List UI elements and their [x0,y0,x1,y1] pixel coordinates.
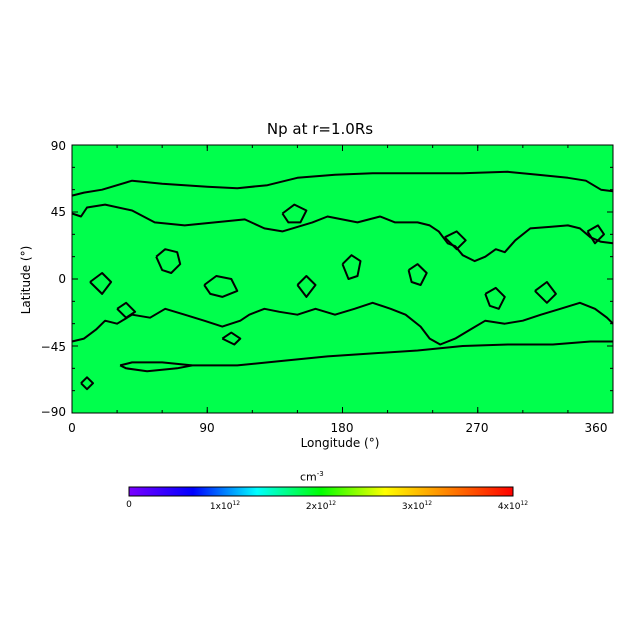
colorbar-tick-label: 0 [126,500,132,510]
x-tick-label: 360 [584,421,608,435]
x-tick-label: 270 [465,421,489,435]
contour-line [341,254,362,280]
contour-line [203,275,239,298]
x-tick-label: 0 [68,421,76,435]
contour-line [119,340,613,367]
contour-line [407,263,428,286]
contour-line [71,301,614,346]
contour-line [281,203,308,224]
y-tick-label: −45 [40,340,66,354]
density-field [72,145,613,413]
y-axis-label: Latitude (°) [19,245,33,315]
contour-line [484,286,506,310]
contour-line [586,224,605,245]
y-tick-label: 90 [50,139,66,153]
contour-line [89,272,113,295]
contour-line [296,275,317,298]
chart-title: Np at r=1.0Rs [266,120,374,138]
contour-line [71,203,614,263]
contour-line [71,170,614,197]
colorbar-tick-label: 2x1012 [305,500,337,512]
y-tick-label: −90 [40,405,66,419]
colorbar [129,487,513,496]
x-tick-label: 90 [199,421,215,435]
contour-line [534,281,557,304]
contour-lines [71,170,614,391]
colorbar-title: cm-3 [300,470,324,484]
contour-line [119,364,193,373]
contour-line [155,248,182,274]
contour-line [80,376,94,391]
contour-line [443,230,467,251]
colorbar-tick-label: 4x1012 [497,500,529,512]
contour-line [116,301,137,319]
colorbar-frame [128,486,514,497]
contour-line [221,331,242,346]
colorbar-tick-label: 1x1012 [209,500,241,512]
x-axis-label: Longitude (°) [300,436,380,450]
y-tick-label: 45 [50,205,66,219]
colorbar-tick-label: 3x1012 [401,500,433,512]
x-tick-label: 180 [330,421,354,435]
y-tick-label: 0 [58,272,66,286]
